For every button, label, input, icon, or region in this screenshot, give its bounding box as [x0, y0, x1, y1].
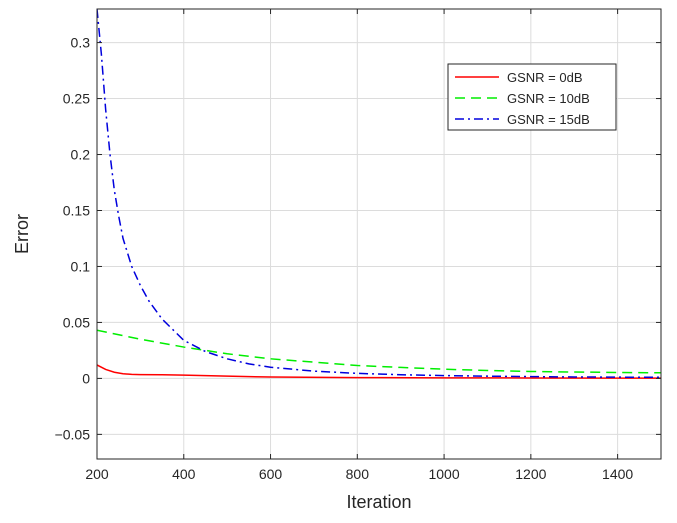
x-tick-label: 200	[85, 466, 109, 482]
legend-label-1: GSNR = 0dB	[507, 70, 583, 85]
y-tick-label: 0.1	[71, 258, 91, 274]
y-tick-label: 0.05	[63, 314, 90, 330]
x-tick-label: 1000	[428, 466, 459, 482]
y-tick-label: 0.15	[63, 202, 90, 218]
x-tick-label: 400	[172, 466, 196, 482]
y-tick-label: 0.3	[71, 35, 91, 51]
axis-ticks: 200 400 600 800 1000 1200 1400 −0.05 0 0.05 0.1 0.1…	[55, 9, 661, 482]
y-tick-label: 0	[82, 370, 90, 386]
series-line-3	[97, 9, 661, 379]
legend: GSNR = 0dB GSNR = 10dB GSNR = 15dB	[447, 63, 617, 131]
x-tick-label: 600	[259, 466, 283, 482]
series-line-1	[97, 364, 661, 379]
x-axis-title: Iteration	[346, 492, 411, 512]
grid	[96, 9, 661, 459]
y-tick-label: −0.05	[55, 426, 91, 442]
legend-label-2: GSNR = 10dB	[507, 91, 590, 106]
y-tick-label: 0.25	[63, 91, 90, 107]
series-line-2	[97, 329, 661, 374]
legend-label-3: GSNR = 15dB	[507, 112, 590, 127]
y-axis-title: Error	[12, 214, 32, 254]
series-lines	[97, 9, 661, 379]
y-tick-label: 0.2	[71, 147, 91, 163]
x-tick-label: 1200	[515, 466, 546, 482]
x-tick-label: 1400	[602, 466, 633, 482]
x-tick-label: 800	[346, 466, 370, 482]
plot-frame	[96, 8, 662, 460]
